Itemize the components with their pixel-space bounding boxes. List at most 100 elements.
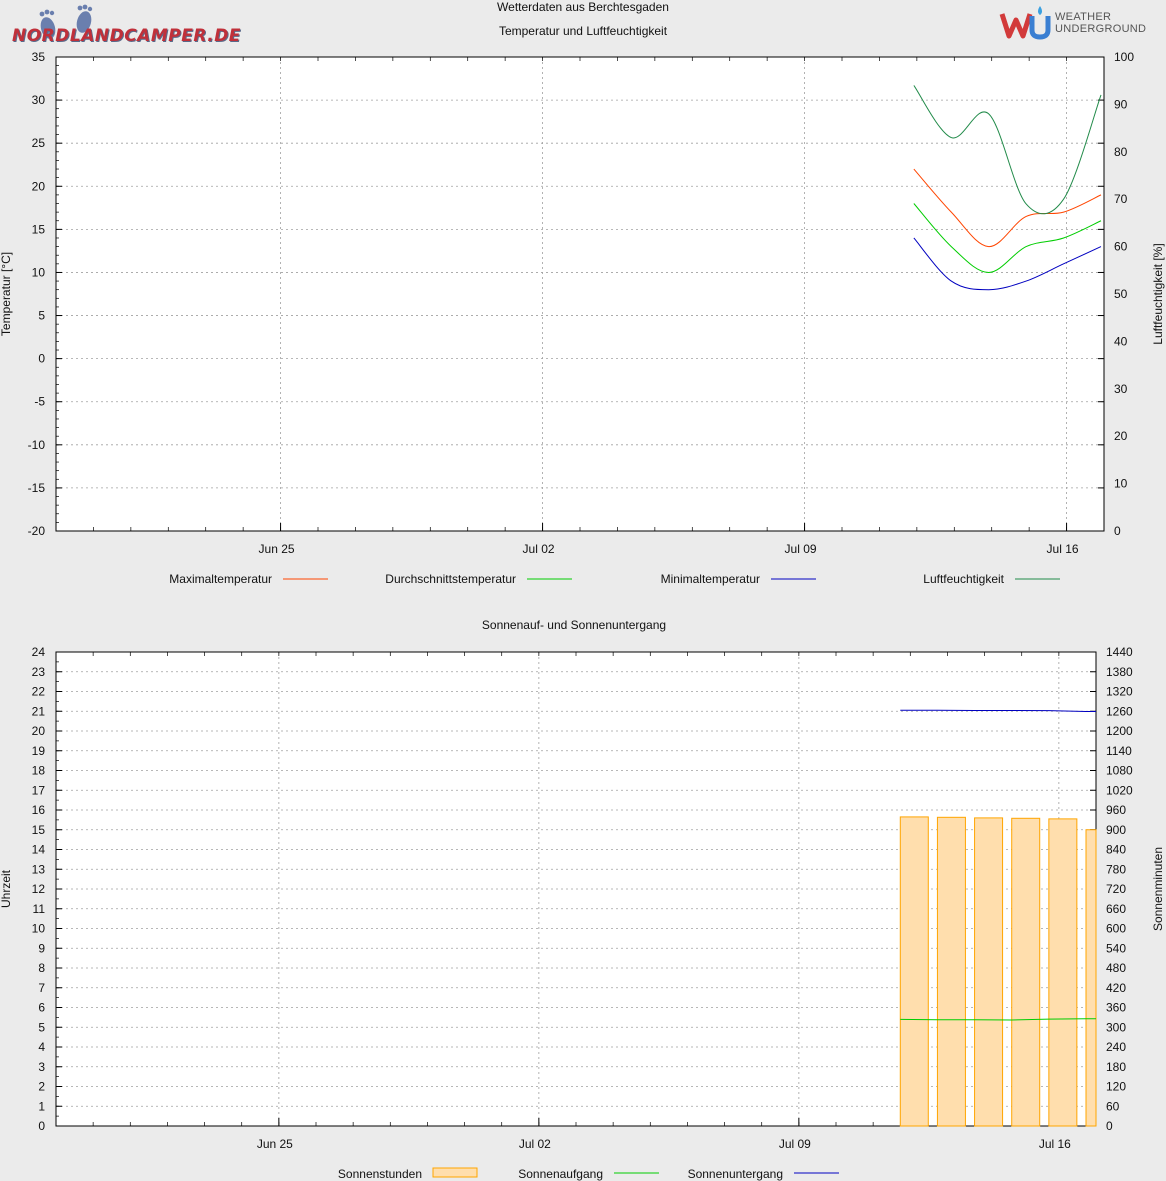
y2-tick-label: 60: [1106, 1099, 1120, 1113]
y-tick-label: 13: [32, 862, 46, 876]
y-tick-label: 9: [38, 941, 45, 955]
y2-tick-label: 120: [1106, 1080, 1126, 1094]
legend-swatch-1: [432, 1167, 478, 1178]
y-tick-label: 0: [38, 352, 45, 366]
wu-logo-text: WEATHER UNDERGROUND: [1055, 11, 1146, 35]
y-tick-label: 23: [32, 665, 46, 679]
wu-logo-icon: [999, 6, 1051, 40]
y-tick-label: 25: [32, 136, 46, 150]
y2-tick-label: 720: [1106, 882, 1126, 896]
y2-tick-label: 1080: [1106, 764, 1133, 778]
y-tick-label: 20: [32, 724, 46, 738]
wu-logo-line1: WEATHER: [1055, 11, 1112, 23]
y2-tick-label: 780: [1106, 862, 1126, 876]
series-line-2: [913, 203, 1102, 273]
y-axis-title: Uhrzeit: [0, 869, 13, 908]
sun-hours-bar: [974, 817, 1004, 1127]
legend-label-3: Sonnenuntergang: [688, 1167, 783, 1181]
y2-axis-title: Luftfeuchtigkeit [%]: [1151, 243, 1165, 344]
y2-tick-label: 1380: [1106, 665, 1133, 679]
temperature-humidity-chart: -20 -15 -10 -5 0 5 10 15 20 25 30 35 0 10 20 30 40 50 60 70…: [0, 50, 1165, 586]
y2-tick-label: 20: [1114, 429, 1128, 443]
y-tick-label: 4: [38, 1040, 45, 1054]
y2-tick-label: 360: [1106, 1001, 1126, 1015]
sun-hours-bar: [899, 816, 929, 1127]
x-tick-label: Jun 25: [259, 542, 295, 556]
y-tick-label: -5: [34, 395, 45, 409]
y2-tick-label: 50: [1114, 287, 1128, 301]
y-tick-label: 12: [32, 882, 46, 896]
y2-tick-label: 900: [1106, 823, 1126, 837]
y-tick-label: 6: [38, 1001, 45, 1015]
y2-tick-label: 60: [1114, 240, 1128, 254]
y2-tick-label: 80: [1114, 145, 1128, 159]
legend-label-4: Luftfeuchtigkeit: [923, 572, 1004, 586]
plot-frame: [55, 56, 1105, 532]
y-axis-title: Temperatur [°C]: [0, 252, 13, 336]
sunrise-sunset-chart: 0123456789101112131415161718192021222324…: [0, 645, 1165, 1181]
y2-tick-label: 90: [1114, 97, 1128, 111]
y-tick-label: 5: [38, 1020, 45, 1034]
sun-hours-bar: [1085, 829, 1097, 1127]
x-tick-label: Jul 02: [523, 542, 555, 556]
y-tick-label: 3: [38, 1060, 45, 1074]
chart2-title: Sonnenauf- und Sonnenuntergang: [481, 618, 667, 632]
y2-tick-label: 1440: [1106, 645, 1133, 659]
sun-hours-bar: [1048, 818, 1078, 1127]
y2-tick-label: 1020: [1106, 783, 1133, 797]
y-tick-label: -20: [28, 524, 46, 538]
plot-area: [56, 57, 1104, 531]
y-tick-label: 10: [32, 922, 46, 936]
y-tick-label: 17: [32, 783, 46, 797]
y2-tick-label: 600: [1106, 922, 1126, 936]
chart1-title: Temperatur und Luftfeuchtigkeit: [498, 24, 668, 38]
y2-tick-label: 240: [1106, 1040, 1126, 1054]
y-tick-label: 20: [32, 179, 46, 193]
series-line-1: [913, 168, 1102, 248]
y2-tick-label: 30: [1114, 382, 1128, 396]
x-tick-label: Jul 09: [779, 1137, 811, 1151]
y2-tick-label: 840: [1106, 843, 1126, 857]
legend-label-1: Sonnenstunden: [338, 1167, 422, 1181]
y-tick-label: 15: [32, 222, 46, 236]
y-tick-label: 24: [32, 645, 46, 659]
sun-hours-bar: [936, 816, 966, 1127]
y-tick-label: 21: [32, 704, 46, 718]
y-tick-label: 30: [32, 93, 46, 107]
y2-tick-label: 300: [1106, 1020, 1126, 1034]
series-line-4: [913, 85, 1102, 215]
page-title: Wetterdaten aus Berchtesgaden: [497, 0, 669, 14]
y-tick-label: 19: [32, 744, 46, 758]
y-tick-label: 2: [38, 1080, 45, 1094]
y2-tick-label: 0: [1106, 1119, 1113, 1133]
y-tick-label: 7: [38, 981, 45, 995]
y2-tick-label: 70: [1114, 192, 1128, 206]
y2-tick-label: 1200: [1106, 724, 1133, 738]
y-tick-label: 11: [33, 902, 46, 916]
y-tick-label: 22: [32, 685, 46, 699]
weather-underground-logo: [998, 4, 1158, 40]
sun-hours-bar: [1011, 817, 1041, 1127]
y-tick-label: 1: [38, 1099, 45, 1113]
wu-logo-line2: UNDERGROUND: [1055, 23, 1147, 35]
y-tick-label: 14: [32, 843, 46, 857]
y2-tick-label: 10: [1114, 477, 1128, 491]
y2-tick-label: 540: [1106, 941, 1126, 955]
y2-tick-label: 40: [1114, 334, 1128, 348]
y2-tick-label: 1260: [1106, 704, 1133, 718]
y2-tick-label: 0: [1114, 524, 1121, 538]
y2-axis-title: Sonnenminuten: [1151, 847, 1165, 931]
x-tick-label: Jul 16: [1047, 542, 1079, 556]
y-tick-label: -15: [28, 481, 46, 495]
y2-tick-label: 420: [1106, 981, 1126, 995]
x-tick-label: Jul 02: [519, 1137, 551, 1151]
y2-tick-label: 660: [1106, 902, 1126, 916]
y-tick-label: 15: [32, 823, 46, 837]
y2-tick-label: 180: [1106, 1060, 1126, 1074]
series-line-3: [913, 237, 1102, 291]
footprints-icon: [39, 4, 93, 39]
y-tick-label: 0: [38, 1119, 45, 1133]
sunset-line: [900, 709, 1096, 712]
y-tick-label: 35: [32, 50, 46, 64]
y2-tick-label: 1140: [1106, 744, 1132, 758]
